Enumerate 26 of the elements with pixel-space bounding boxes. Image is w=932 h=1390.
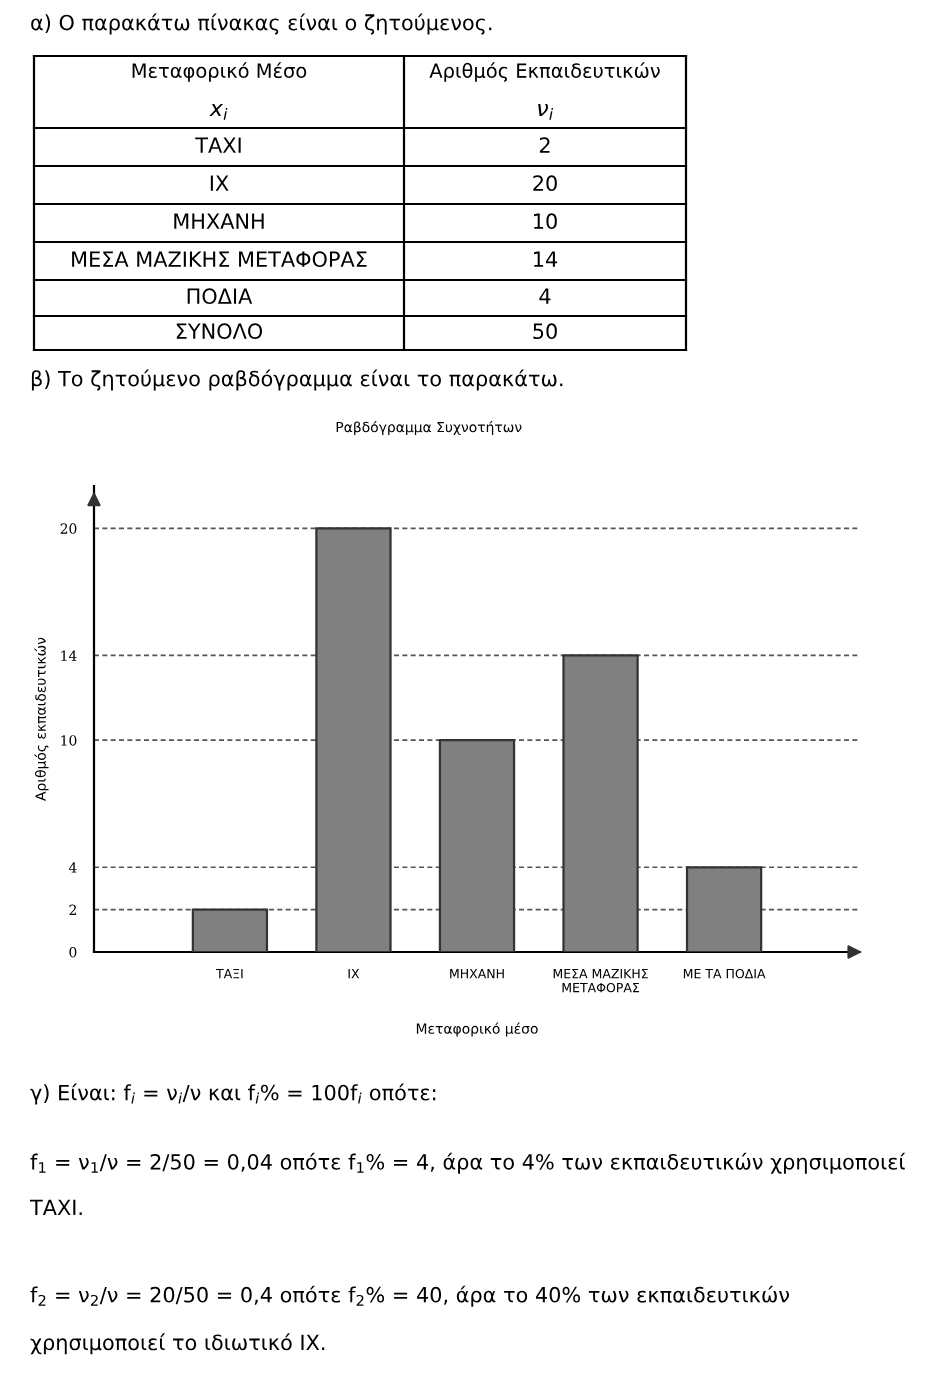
text: α) Ο παρακάτω πίνακας είναι ο ζητούμενος. xyxy=(31,13,492,35)
text: 20 xyxy=(533,175,557,192)
text: 50 xyxy=(533,323,557,340)
text: ΤΑΧΙ xyxy=(195,137,241,153)
bar xyxy=(562,654,639,952)
text: 14 xyxy=(534,251,558,267)
text: 2 xyxy=(539,137,550,153)
bar xyxy=(191,908,269,952)
text: β) Το ζητούμενο ραβδόγραμμα είναι το παρακάτω. xyxy=(31,369,563,391)
text: ν$_{i}$ xyxy=(538,103,554,120)
bar xyxy=(685,866,763,952)
bar xyxy=(315,527,392,952)
text: ΜΕΣΑ ΜΑΖΙΚΗΣ ΜΕΤΑΦΟΡΑΣ xyxy=(72,251,367,268)
text: f$_{1}$ = ν$_{1}$/ν = 2/50 = 0,04 οπότε f$_{1}$% = 4, άρα το 4% των εκπαιδευτικών χρησιμοποιεί ΤΑΧΙ. xyxy=(29,1152,906,1215)
text: ΣΥΝΟΛΟ xyxy=(176,323,263,340)
text: γ) Είναι: f$_{i}$ = ν$_{i}$/ν και f$_{i}$% = 100f$_{i}$ οπότε: xyxy=(30,1083,436,1105)
text: Μεταφορικό Μέσο xyxy=(132,62,307,82)
text: ΜΗΧΑΝΗ xyxy=(174,213,264,229)
text: 10 xyxy=(534,213,557,230)
bar xyxy=(438,739,516,952)
text: ΠΟΔΙΑ xyxy=(187,288,253,305)
text: Αριθμός Εκπαιδευτικών xyxy=(429,62,660,82)
text: f$_{2}$ = ν$_{2}$/ν = 20/50 = 0,4 οπότε f$_{2}$% = 40, άρα το 40% των εκπαιδευτικών χρησιμοποιεί το ιδιωτικό ΙΧ. xyxy=(30,1285,790,1355)
text: x$_{i}$ xyxy=(209,103,228,120)
text: ΙΧ xyxy=(210,175,229,191)
text: 4 xyxy=(539,288,551,304)
